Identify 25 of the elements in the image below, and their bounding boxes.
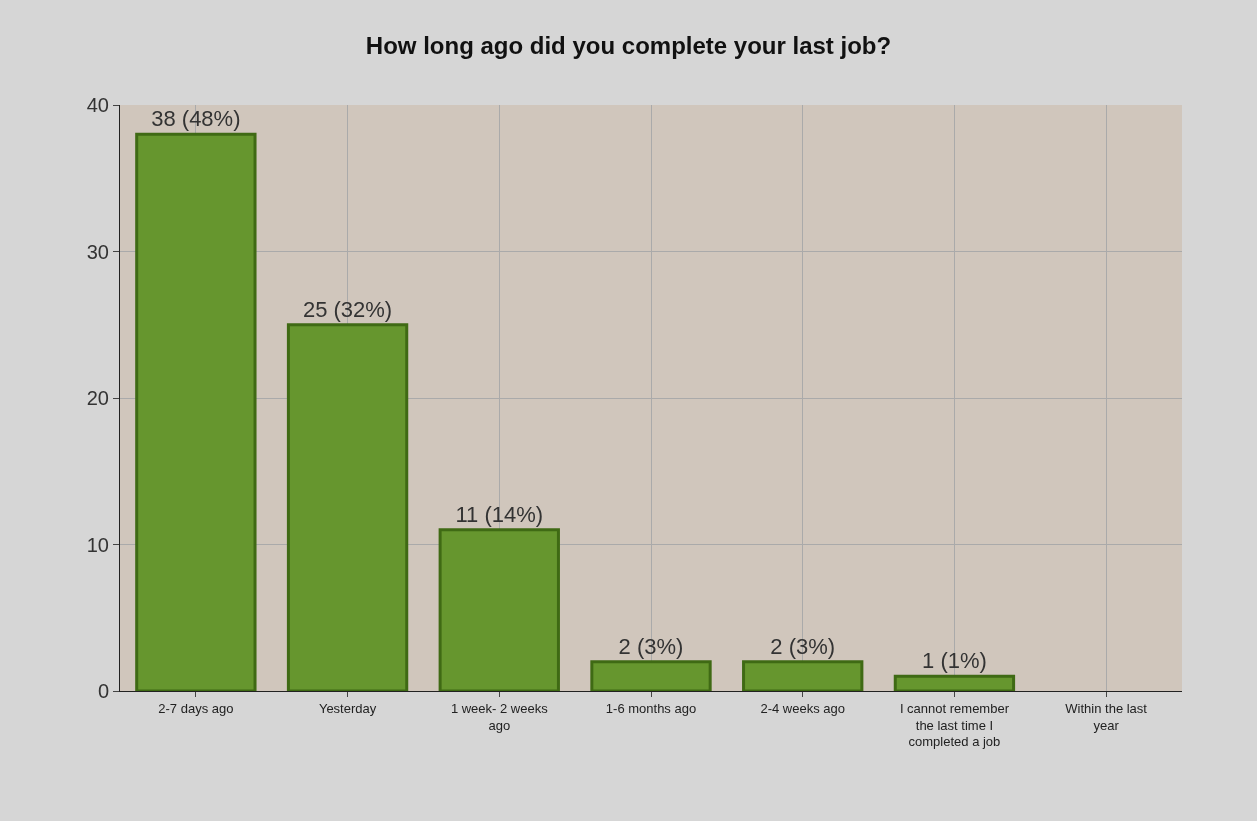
- data-label: 2 (3%): [618, 633, 684, 659]
- x-tick-label: I cannot remember the last time I completed a job: [899, 700, 1010, 750]
- data-label: 25 (32%): [302, 296, 393, 322]
- x-tick-label: Yesterday: [318, 700, 377, 716]
- data-label: 38 (48%): [151, 106, 241, 132]
- y-tick-label: 10: [86, 533, 109, 556]
- x-tick-label: 2-4 weeks ago: [760, 700, 845, 716]
- data-label: 11 (14%): [455, 501, 544, 527]
- y-tick-label: 30: [86, 240, 109, 263]
- x-tick-label: 1 week- 2 weeks ago: [450, 700, 549, 733]
- y-tick-label: 40: [86, 94, 109, 116]
- bar: [135, 132, 257, 691]
- y-tick-label: 0: [97, 680, 109, 702]
- bar: [742, 660, 864, 691]
- x-tick-label: 2-7 days ago: [158, 700, 234, 716]
- bar: [590, 660, 712, 691]
- x-tick-label: Within the last year: [1065, 700, 1148, 733]
- chart-title: How long ago did you complete your last job?: [365, 31, 892, 59]
- bar: [893, 674, 1016, 691]
- x-tick-label: 1-6 months ago: [605, 700, 697, 716]
- bar: [438, 528, 560, 691]
- data-label: 1 (1%): [922, 648, 987, 674]
- y-tick-label: 20: [86, 387, 109, 409]
- bar: [286, 323, 409, 691]
- data-label: 2 (3%): [770, 633, 836, 659]
